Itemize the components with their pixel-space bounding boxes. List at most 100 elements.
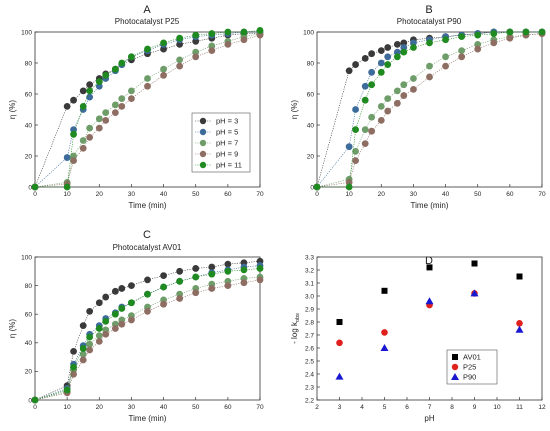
data-point: [384, 44, 392, 51]
data-point: [393, 41, 401, 48]
x-tick-label: 11: [516, 404, 523, 411]
data-point: [111, 325, 119, 332]
data-point: [377, 103, 385, 110]
legend-marker: [451, 363, 459, 371]
data-point: [377, 68, 385, 76]
y-tick-label: 20: [25, 369, 33, 376]
data-point: [352, 61, 359, 68]
data-point: [102, 330, 110, 338]
x-tick-label: 0: [315, 191, 319, 198]
x-tick-label: 30: [410, 191, 418, 198]
series-line: [317, 31, 542, 188]
y-tick-label: 40: [25, 122, 33, 129]
x-tick-label: 10: [64, 404, 72, 411]
data-point: [506, 28, 514, 36]
data-point: [425, 297, 434, 305]
x-axis-label: pH: [424, 414, 434, 423]
y-axis-label: η (%): [8, 319, 17, 338]
data-point: [368, 113, 376, 121]
data-point: [160, 45, 167, 53]
data-point: [458, 47, 466, 54]
y-tick-label: 80: [25, 283, 33, 290]
data-point: [102, 116, 110, 124]
data-point: [144, 276, 151, 284]
data-point: [70, 363, 77, 371]
data-point: [160, 65, 167, 73]
data-point: [86, 340, 94, 348]
x-tick-label: 70: [256, 191, 264, 198]
legend-marker: [199, 161, 207, 169]
y-tick-label: 0: [28, 397, 32, 404]
y-tick-label: 80: [307, 60, 315, 67]
data-point: [490, 30, 498, 37]
data-point: [506, 34, 514, 42]
x-tick-label: 40: [160, 404, 168, 411]
data-point: [95, 299, 103, 307]
chart-title: Photocatalyst P90: [397, 17, 462, 26]
data-point: [86, 333, 94, 341]
y-tick-label: 100: [303, 29, 314, 36]
data-point: [470, 289, 479, 297]
x-tick-label: 60: [224, 404, 232, 411]
data-point: [384, 95, 392, 103]
data-point: [240, 279, 248, 287]
y-tick-label: 2.2: [305, 397, 314, 404]
data-point: [352, 157, 359, 165]
x-tick-label: 50: [192, 404, 200, 411]
data-point: [86, 134, 94, 141]
legend: pH = 3 pH = 5 pH = 7 pH = 9 pH = 11: [191, 112, 251, 173]
y-axis-label-text: η (%): [290, 100, 299, 119]
legend-label: pH = 3: [216, 117, 238, 126]
data-point: [192, 265, 200, 272]
data-point: [474, 31, 482, 39]
series-line: [34, 268, 261, 401]
data-point: [70, 130, 77, 138]
data-point: [381, 329, 388, 336]
data-point: [86, 307, 94, 315]
data-point: [458, 33, 466, 41]
data-point: [102, 293, 110, 301]
data-point: [95, 332, 103, 340]
data-point: [192, 289, 200, 297]
data-point: [335, 372, 344, 380]
data-point: [384, 107, 392, 115]
x-tick-label: 30: [128, 191, 136, 198]
y-tick-label: 80: [25, 60, 33, 67]
y-tick-label: 3.2: [305, 267, 314, 274]
legend-marker: [199, 117, 207, 125]
data-point: [410, 44, 417, 51]
panel-letter: A: [143, 4, 151, 16]
data-point: [410, 75, 417, 82]
data-point: [458, 53, 466, 61]
data-point: [31, 183, 39, 191]
data-point: [377, 116, 385, 124]
legend-marker: [199, 150, 207, 158]
data-point: [192, 37, 200, 45]
data-point: [160, 300, 167, 308]
series-line: [316, 31, 542, 188]
data-point: [144, 307, 151, 315]
x-axis-label: Time (min): [129, 201, 167, 210]
x-tick-label: 20: [96, 404, 104, 411]
data-point: [79, 144, 87, 152]
data-point: [128, 87, 135, 95]
legend-marker: [199, 128, 207, 136]
data-point: [224, 41, 232, 48]
data-point: [102, 72, 110, 79]
data-point: [144, 75, 151, 82]
data-point: [128, 316, 135, 324]
plot-frame: [316, 256, 543, 401]
x-tick-label: 20: [96, 191, 104, 198]
y-tick-label: 100: [21, 29, 32, 36]
data-point: [516, 273, 523, 280]
x-tick-label: 70: [256, 404, 264, 411]
data-point: [240, 36, 248, 44]
x-tick-label: 50: [192, 191, 200, 198]
data-point: [118, 285, 126, 292]
data-point: [381, 287, 388, 294]
data-point: [256, 276, 264, 284]
data-point: [426, 39, 433, 47]
x-tick-label: 7: [428, 404, 432, 411]
y-axis-label-subscript: obs: [295, 313, 301, 322]
